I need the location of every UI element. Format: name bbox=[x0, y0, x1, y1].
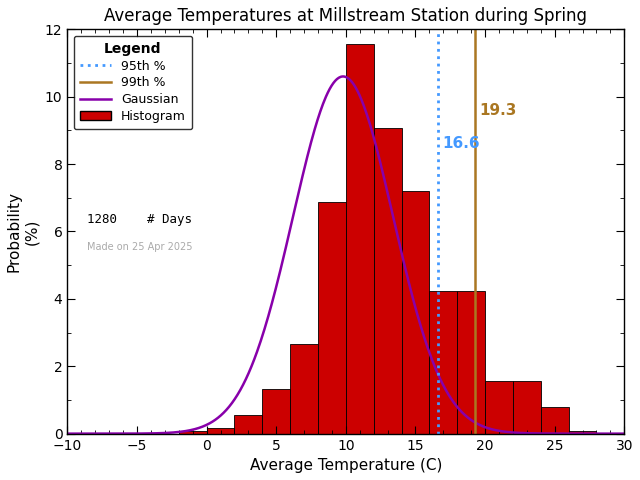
X-axis label: Average Temperature (C): Average Temperature (C) bbox=[250, 458, 442, 473]
Bar bbox=[346, 44, 374, 433]
Text: 16.6: 16.6 bbox=[442, 136, 479, 151]
Bar bbox=[374, 128, 401, 433]
Bar bbox=[429, 291, 457, 433]
Bar bbox=[179, 431, 207, 433]
Bar bbox=[568, 431, 596, 433]
Text: 1280    # Days: 1280 # Days bbox=[87, 213, 192, 226]
Bar bbox=[513, 381, 541, 433]
Bar bbox=[262, 389, 290, 433]
Bar bbox=[401, 192, 429, 433]
Bar bbox=[234, 415, 262, 433]
Bar bbox=[290, 344, 318, 433]
Bar bbox=[541, 408, 568, 433]
Title: Average Temperatures at Millstream Station during Spring: Average Temperatures at Millstream Stati… bbox=[104, 7, 588, 25]
Bar bbox=[457, 291, 485, 433]
Bar bbox=[485, 381, 513, 433]
Legend: 95th %, 99th %, Gaussian, Histogram: 95th %, 99th %, Gaussian, Histogram bbox=[74, 36, 192, 129]
Text: Made on 25 Apr 2025: Made on 25 Apr 2025 bbox=[87, 241, 193, 252]
Text: 19.3: 19.3 bbox=[479, 103, 517, 118]
Bar bbox=[318, 202, 346, 433]
Bar bbox=[207, 428, 234, 433]
Y-axis label: Probability
(%): Probability (%) bbox=[7, 191, 39, 272]
